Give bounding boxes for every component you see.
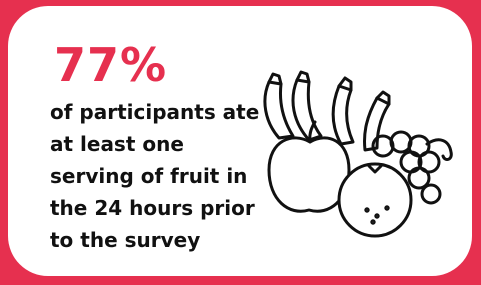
description-line: serving of fruit in: [50, 160, 259, 192]
orange-dot: [386, 207, 388, 209]
orange-dot: [366, 209, 368, 211]
stat-description: of participants ate at least one serving…: [50, 96, 259, 256]
description-line: of participants ate: [50, 96, 259, 128]
page: 77% of participants ate at least one ser…: [0, 0, 481, 285]
stat-headline: 77%: [54, 38, 167, 92]
orange-dot: [376, 215, 378, 217]
banana: [333, 86, 353, 144]
description-line: the 24 hours prior: [50, 192, 259, 224]
apple: [269, 138, 349, 211]
grape: [422, 185, 440, 203]
fruit-illustration: [255, 60, 465, 240]
orange: [339, 164, 411, 236]
orange-dot: [372, 221, 374, 223]
banana: [293, 80, 321, 140]
grape-tendril: [427, 140, 451, 160]
banana: [365, 98, 390, 150]
description-line: to the survey: [50, 224, 259, 256]
description-line: at least one: [50, 128, 259, 160]
banana: [265, 82, 293, 138]
